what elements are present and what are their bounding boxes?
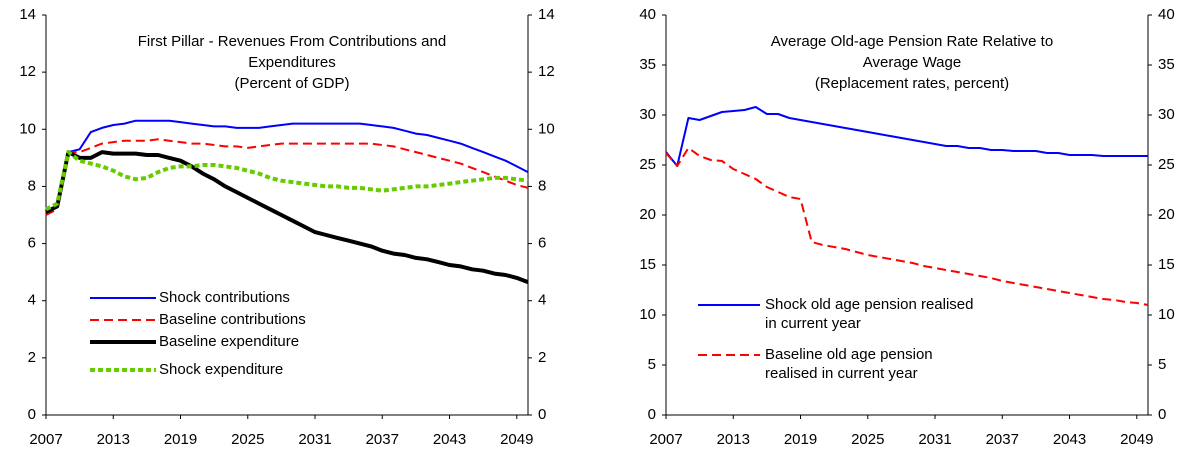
- y2-tick-label: 8: [538, 177, 546, 194]
- series-line: [665, 106, 1148, 167]
- y-tick-label: 25: [639, 156, 656, 173]
- chart-title: Average Wage: [863, 54, 961, 71]
- y2-tick-label: 6: [538, 235, 546, 252]
- legend-label-box: Shock old age pension realised in curren…: [765, 296, 974, 332]
- chart-title: (Replacement rates, percent): [815, 75, 1009, 92]
- x-tick-label: 2037: [986, 431, 1019, 448]
- chart-title: Average Old-age Pension Rate Relative to: [771, 33, 1053, 50]
- y2-tick-label: 2: [538, 349, 546, 366]
- y-tick-label: 10: [639, 306, 656, 323]
- legend-label: Shock old age pension realised in curren…: [765, 296, 974, 332]
- y2-tick-label: 25: [1158, 156, 1175, 173]
- series-line: [45, 138, 529, 216]
- legend-label: Shock expenditure: [159, 361, 283, 378]
- y-tick-label: 30: [639, 106, 656, 123]
- y2-tick-label: 35: [1158, 56, 1175, 73]
- legend-label: Baseline old age pension realised in cur…: [765, 346, 933, 382]
- y2-tick-label: 14: [538, 6, 555, 23]
- y2-tick-label: 30: [1158, 106, 1175, 123]
- x-tick-label: 2037: [366, 431, 399, 448]
- y2-tick-label: 10: [538, 120, 555, 137]
- y2-tick-label: 12: [538, 63, 555, 80]
- y-tick-label: 15: [639, 256, 656, 273]
- chart-title: First Pillar - Revenues From Contributio…: [138, 33, 446, 50]
- y-tick-label: 4: [28, 292, 36, 309]
- x-tick-label: 2019: [164, 431, 197, 448]
- y2-tick-label: 0: [1158, 406, 1166, 423]
- y-tick-label: 0: [648, 406, 656, 423]
- y2-tick-label: 5: [1158, 356, 1166, 373]
- x-tick-label: 2007: [649, 431, 682, 448]
- x-tick-label: 2025: [231, 431, 264, 448]
- chart-title: Expenditures: [248, 54, 336, 71]
- y2-tick-label: 4: [538, 292, 546, 309]
- y-tick-label: 20: [639, 206, 656, 223]
- x-tick-label: 2013: [97, 431, 130, 448]
- x-tick-label: 2019: [784, 431, 817, 448]
- legend-label: Baseline contributions: [159, 311, 306, 328]
- y-tick-label: 8: [28, 177, 36, 194]
- y2-tick-label: 20: [1158, 206, 1175, 223]
- series-line: [45, 150, 529, 284]
- x-tick-label: 2049: [500, 431, 533, 448]
- x-tick-label: 2043: [1053, 431, 1086, 448]
- y-tick-label: 6: [28, 235, 36, 252]
- y-tick-label: 35: [639, 56, 656, 73]
- y-tick-label: 0: [28, 406, 36, 423]
- x-tick-label: 2043: [433, 431, 466, 448]
- y2-tick-label: 10: [1158, 306, 1175, 323]
- series-line: [45, 119, 529, 213]
- x-tick-label: 2031: [298, 431, 331, 448]
- y-tick-label: 10: [19, 120, 36, 137]
- series-line: [45, 150, 529, 212]
- y-tick-label: 5: [648, 356, 656, 373]
- y-tick-label: 40: [639, 6, 656, 23]
- y2-tick-label: 40: [1158, 6, 1175, 23]
- y-tick-label: 12: [19, 63, 36, 80]
- x-tick-label: 2025: [851, 431, 884, 448]
- chart-title: (Percent of GDP): [234, 75, 349, 92]
- x-tick-label: 2007: [29, 431, 62, 448]
- legend-label: Shock contributions: [159, 289, 290, 306]
- y-tick-label: 14: [19, 6, 36, 23]
- legend-label-box: Baseline old age pension realised in cur…: [765, 346, 933, 382]
- y-tick-label: 2: [28, 349, 36, 366]
- x-tick-label: 2013: [717, 431, 750, 448]
- series-line: [665, 147, 1149, 306]
- x-tick-label: 2031: [918, 431, 951, 448]
- x-tick-label: 2049: [1120, 431, 1153, 448]
- legend-label: Baseline expenditure: [159, 333, 299, 350]
- y2-tick-label: 0: [538, 406, 546, 423]
- y2-tick-label: 15: [1158, 256, 1175, 273]
